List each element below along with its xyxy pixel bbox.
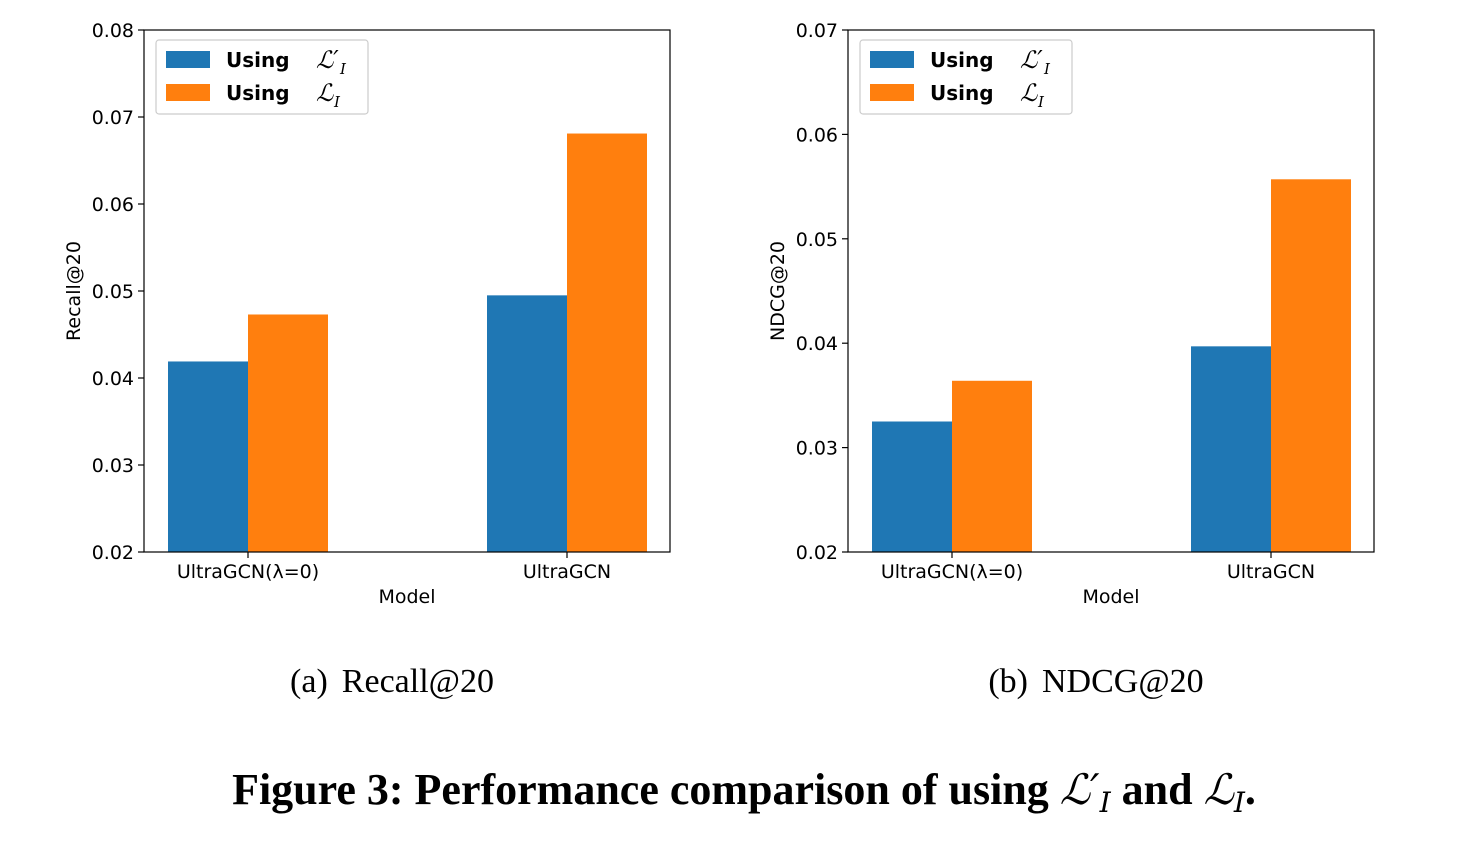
y-axis-label: NDCG@20 [767,241,789,341]
y-tick-label: 0.02 [796,542,838,564]
legend-symbol-1: ℒ′ [316,46,339,74]
y-tick-label: 0.03 [796,438,838,460]
y-tick-label: 0.03 [92,455,134,477]
y-tick-label: 0.04 [796,333,838,355]
subcaption-a-text: Recall@20 [342,663,494,700]
x-tick-label: UltraGCN(λ=0) [177,561,319,583]
bar-series2-0 [952,380,1032,552]
legend-label-1: Using [226,48,290,72]
legend-swatch-2 [870,84,914,101]
subcaption-a: (a) Recall@20 [290,663,494,700]
legend-label-1: Using [930,48,994,72]
y-tick-label: 0.02 [92,542,134,564]
legend-subscript-1: I [339,60,347,78]
legend-label-2: Using [930,81,994,105]
figure-caption-symbol-1: ℒ′ [1060,765,1100,814]
legend-subscript-1: I [1043,60,1051,78]
figure-caption: Figure 3: Performance comparison of usin… [232,765,1256,822]
y-tick-label: 0.06 [796,124,838,146]
figure-caption-prefix: Figure 3: Performance comparison of usin… [232,765,1049,814]
chart-recall: 0.02 0.03 0.04 0.05 0.06 0.07 0.08 UltraGCN(λ=0… [63,20,671,608]
x-tick-label: UltraGCN [523,561,611,583]
subcaption-b: (b) NDCG@20 [988,663,1203,700]
bar-series1-0 [168,361,248,552]
y-tick-label: 0.05 [92,281,134,303]
legend-symbol-2: ℒ [1020,79,1038,107]
subcaption-b-label: (b) [988,663,1028,700]
y-tick-label: 0.07 [796,20,838,42]
bar-series1-1 [1191,346,1271,552]
y-tick-label: 0.08 [92,20,134,42]
legend-label-2: Using [226,81,290,105]
bar-series2-1 [1271,179,1351,553]
y-axis-label: Recall@20 [63,241,85,341]
bar-series2-0 [248,314,328,552]
legend-swatch-1 [166,51,210,68]
figure-caption-symbol-2: ℒ [1204,765,1235,814]
x-tick-label: UltraGCN(λ=0) [881,561,1023,583]
figure-caption-and: and [1122,765,1193,814]
subcaption-a-label: (a) [290,663,328,700]
chart-ndcg: 0.02 0.03 0.04 0.05 0.06 0.07 UltraGCN(λ=0) Ult… [767,20,1375,608]
figure-caption-subscript-2: I [1233,786,1246,819]
subcaption-b-text: NDCG@20 [1042,663,1204,700]
bar-series1-0 [872,421,952,552]
x-axis-label: Model [1082,586,1139,608]
legend-swatch-2 [166,84,210,101]
x-tick-label: UltraGCN [1227,561,1315,583]
y-tick-label: 0.05 [796,229,838,251]
x-axis-label: Model [378,586,435,608]
bar-series1-1 [487,295,567,552]
plot-frame [847,29,1375,553]
legend-symbol-2: ℒ [316,79,334,107]
y-tick-label: 0.07 [92,107,134,129]
legend-swatch-1 [870,51,914,68]
bar-series2-1 [567,133,647,552]
figure-caption-subscript-1: I [1099,786,1112,819]
y-tick-label: 0.04 [92,368,134,390]
y-tick-label: 0.06 [92,194,134,216]
legend-subscript-2: I [333,93,341,111]
legend-subscript-2: I [1037,93,1045,111]
figure-caption-period: . [1245,765,1256,814]
legend-symbol-1: ℒ′ [1020,46,1043,74]
